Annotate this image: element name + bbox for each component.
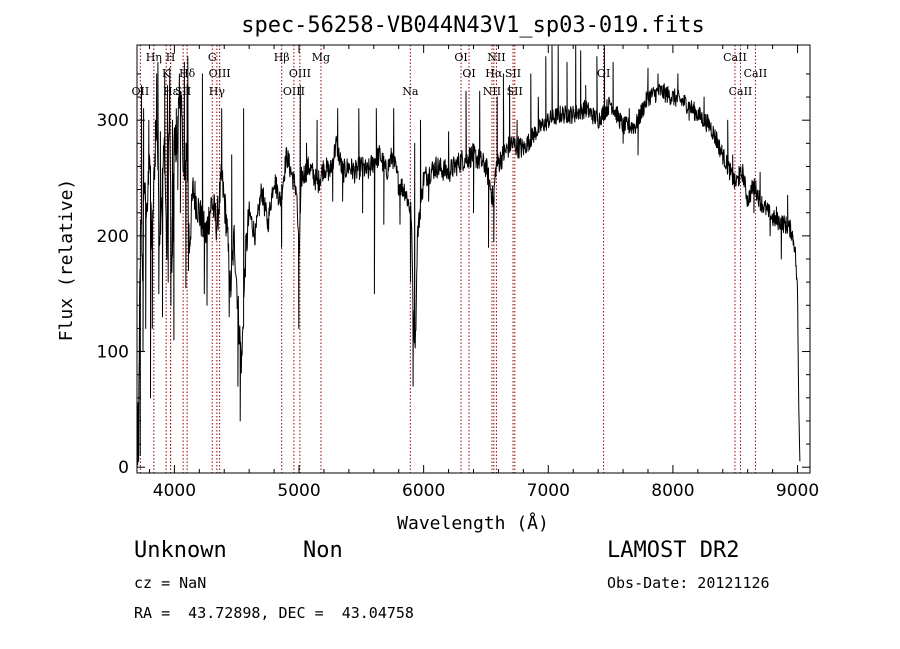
obs-date-label: Obs-Date: 20121126 <box>607 574 770 592</box>
line-marker-label: OI <box>462 67 475 80</box>
y-tick-label: 200 <box>97 227 129 247</box>
line-marker-label: Hγ <box>209 85 226 98</box>
survey-label: LAMOST DR2 <box>607 538 740 563</box>
line-marker-label: CaII <box>744 67 768 80</box>
line-marker-label: K <box>162 67 171 80</box>
line-marker-label: Na <box>402 85 419 98</box>
x-axis: 4000 5000 6000 7000 8000 9000 <box>148 45 819 501</box>
x-tick-label: 4000 <box>153 481 196 501</box>
spectrum-line <box>136 45 801 466</box>
y-axis-label: Flux (relative) <box>56 179 77 342</box>
line-marker-label: OII <box>132 85 150 98</box>
line-marker-label: H <box>166 51 176 64</box>
plot-frame <box>136 44 811 474</box>
x-axis-label: Wavelength (Å) <box>397 512 549 534</box>
line-marker-label: SII <box>505 67 521 80</box>
line-marker-label: G <box>208 51 217 64</box>
y-tick-label: 100 <box>97 343 129 363</box>
line-marker-label: Hη <box>146 51 162 64</box>
x-tick-label: 8000 <box>651 481 694 501</box>
line-marker-label: OI <box>454 51 467 64</box>
line-marker-label: NII <box>487 51 505 64</box>
line-marker-label: OIII <box>209 67 231 80</box>
line-marker-label: CaII <box>723 51 747 64</box>
line-marker-label: Hα <box>485 67 503 80</box>
line-marker-label: NII <box>483 85 501 98</box>
line-marker-label: SII <box>175 85 191 98</box>
x-tick-label: 9000 <box>776 481 819 501</box>
line-marker-label: Hδ <box>179 67 196 80</box>
x-tick-label: 6000 <box>402 481 445 501</box>
subclass-label: Non <box>303 538 343 563</box>
y-tick-label: 0 <box>118 458 129 478</box>
line-marker-label: CaII <box>729 85 753 98</box>
line-marker-label: Hε <box>163 85 179 98</box>
x-tick-label: 7000 <box>527 481 570 501</box>
redshift-label: cz = NaN <box>134 574 207 592</box>
line-marker-label: OI <box>597 67 610 80</box>
line-marker-label: Hβ <box>274 51 290 64</box>
classification-label: Unknown <box>134 538 227 563</box>
line-marker-label: OIII <box>283 85 305 98</box>
line-marker-label: Mg <box>312 51 330 64</box>
line-marker-label: OIII <box>289 67 311 80</box>
y-tick-label: 300 <box>97 111 129 131</box>
coordinates-label: RA = 43.72898, DEC = 43.04758 <box>134 604 414 622</box>
x-tick-label: 5000 <box>277 481 320 501</box>
line-marker-label: SII <box>507 85 523 98</box>
y-axis: 0 100 200 300 <box>97 73 810 478</box>
chart-title: spec-56258-VB044N43V1_sp03-019.fits <box>241 13 705 38</box>
